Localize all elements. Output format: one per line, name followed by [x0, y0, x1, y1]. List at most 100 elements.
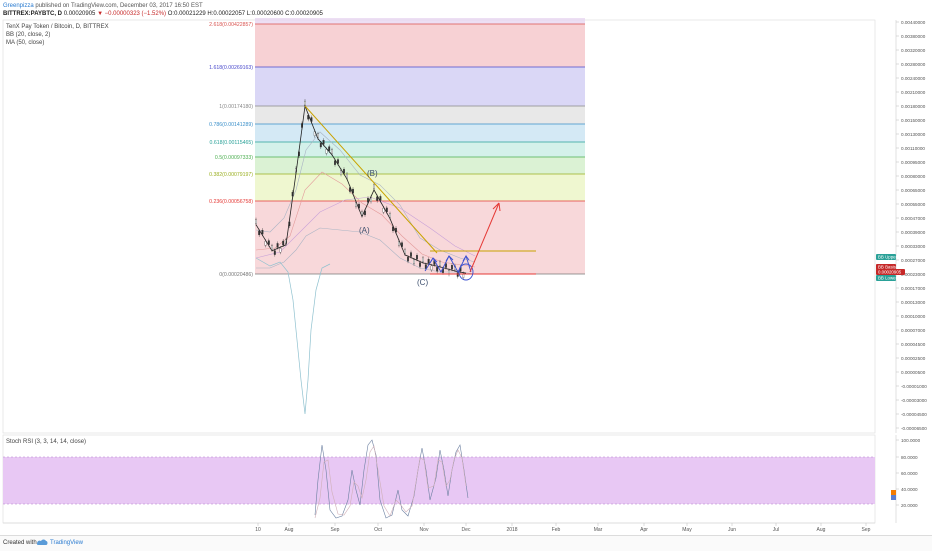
candle-body: [376, 196, 379, 201]
stoch-tick-label: 100.0000: [901, 438, 921, 443]
fib-level-label: 0.382(0.00079197): [209, 172, 253, 178]
indicator-dip-line: [255, 257, 331, 415]
price-tick-label: 0.00080000: [901, 174, 926, 179]
trading-chart[interactable]: 2.618(0.00422857) 1.618(0.00269163) 1(0.00…: [0, 0, 932, 535]
candle-body: [422, 257, 424, 263]
time-tick-label: Aug: [817, 527, 826, 533]
price-tick-label: 0.00047000: [901, 216, 926, 221]
fib-zone: [255, 142, 585, 157]
candle-body: [267, 240, 270, 245]
publish-line: Greenpizza published on TradingView.com,…: [3, 2, 203, 10]
stoch-axis[interactable]: 100.0000 80.0000 60.0000 40.0000 20.0000: [896, 438, 921, 508]
price-badge-label: 0.00020905: [878, 270, 902, 275]
candle-body: [424, 264, 427, 269]
price-badge: [876, 269, 905, 275]
fib-level-label: 2.618(0.00422857): [209, 22, 253, 28]
tradingview-link[interactable]: TradingView: [50, 540, 84, 546]
stoch-tick-label: 40.0000: [901, 487, 918, 492]
time-tick-label: Dec: [462, 527, 471, 533]
time-tick-label: Mar: [594, 527, 603, 533]
time-tick-label: 10: [255, 527, 261, 533]
price-tick-label: 0.00110000: [901, 146, 925, 151]
time-axis[interactable]: 10 Aug Sep Oct Nov Dec 2018 Feb Mar Apr May Jun Jul A…: [255, 523, 871, 533]
ma-legend[interactable]: MA (50, close): [6, 40, 44, 46]
price-tick-label: 0.00002500: [901, 356, 926, 361]
candle-body: [328, 146, 331, 151]
price-tick-label: 0.00240000: [901, 76, 926, 81]
fib-level-label: 0.236(0.00056758): [209, 199, 253, 205]
candle-body: [385, 207, 388, 213]
time-tick-label: Jul: [773, 527, 779, 533]
candle-body: [456, 272, 459, 277]
candle-body: [261, 229, 264, 235]
candle-body: [416, 255, 418, 260]
candle-body: [373, 184, 375, 190]
candle-body: [343, 169, 345, 174]
fib-zone: [255, 124, 585, 142]
price-tick-label: 0.00380000: [901, 34, 926, 39]
author-name[interactable]: Greenpizza: [3, 3, 34, 9]
bb-basis-line: [255, 171, 476, 268]
candle-body: [319, 142, 322, 148]
price-tick-label: 0.00027000: [901, 258, 926, 263]
projection-arrow: [469, 202, 500, 273]
price-tick-label: 0.00180000: [901, 104, 926, 109]
candle-body: [276, 243, 279, 248]
price-badge-label: BB Upper: [878, 255, 898, 260]
candle-body: [389, 213, 391, 218]
fib-zone-top: [255, 18, 585, 24]
price-tick-label: 0.00095000: [901, 160, 926, 165]
descending-trendline: [304, 105, 438, 254]
price-tick-label: 0.00000500: [901, 370, 926, 375]
candle-body: [382, 207, 385, 213]
price-badge: [876, 275, 896, 281]
stoch-legend[interactable]: Stoch RSI (3, 3, 14, 14, close): [6, 439, 86, 445]
candle-body: [367, 198, 369, 203]
stoch-d-marker: [891, 495, 896, 500]
price-tick-label: -0.00006500: [901, 426, 927, 431]
candle-body: [407, 257, 409, 262]
candle-body: [439, 261, 441, 267]
fib-level-label: 0.618(0.00115465): [210, 140, 254, 146]
candle-body: [451, 264, 453, 270]
price-badge-label: BB Basis: [878, 265, 897, 270]
price-tick-label: 0.00013000: [901, 300, 926, 305]
candle-body: [322, 140, 325, 145]
fib-zone: [255, 157, 585, 174]
fib-level-label: 1.618(0.00269163): [209, 65, 253, 71]
fib-zone: [255, 174, 585, 201]
tradingview-logo-icon[interactable]: [36, 538, 48, 547]
last-price: 0.00020905: [63, 11, 96, 17]
candle-body: [273, 250, 276, 255]
price-axis[interactable]: 0.00440000 0.00380000 0.00320000 0.00280000…: [896, 20, 927, 431]
time-tick-label: Sep: [331, 527, 340, 533]
wave-label-c: (C): [417, 278, 428, 287]
projection-arrowhead: [492, 202, 501, 212]
candle-body: [304, 100, 306, 106]
price-tick-label: 0.00007000: [901, 328, 926, 333]
time-tick-label: Jun: [728, 527, 736, 533]
stoch-tick-label: 20.0000: [901, 503, 918, 508]
bb-upper-line: [255, 131, 476, 263]
candle-body: [413, 259, 415, 265]
candle-body: [282, 240, 285, 246]
time-tick-label: Feb: [552, 527, 561, 533]
candle-body: [364, 210, 366, 216]
symbol-legend[interactable]: TenX Pay Token / Bitcoin, D, BITTREX: [6, 24, 109, 30]
bb-legend[interactable]: BB (20, close, 2): [6, 32, 50, 38]
price-tick-label: 0.00004500: [901, 342, 926, 347]
price-badge-label: BB Lower: [878, 276, 898, 281]
candle-body: [427, 259, 430, 264]
candle-body: [271, 245, 273, 250]
candle-body: [264, 241, 267, 246]
price-tick-label: 0.00210000: [901, 90, 926, 95]
stoch-rsi-band: [3, 457, 875, 504]
symbol-line: BITTREX:PAYBTC, D 0.00020905 ▼ −0.000003…: [3, 10, 323, 18]
candle-body: [331, 149, 333, 154]
time-tick-label: Sep: [862, 527, 871, 533]
stoch-k-marker: [891, 490, 896, 495]
price-badge: [876, 254, 896, 260]
candle-body: [419, 262, 421, 267]
price-tick-label: 0.00055000: [901, 202, 926, 207]
